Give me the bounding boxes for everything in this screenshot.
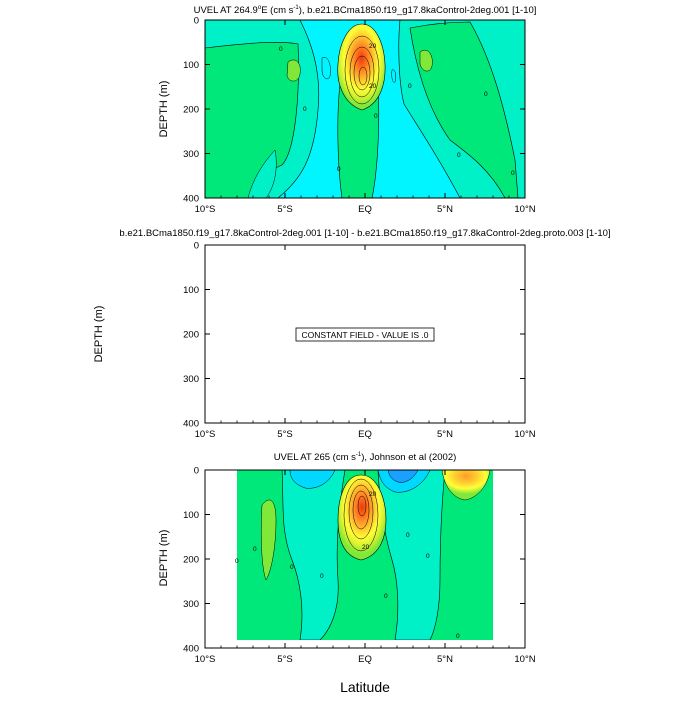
bottom-contour-label: 0	[384, 593, 388, 600]
bottom-contour-label: 20	[362, 544, 370, 551]
middle-x-tick-label: 5°S	[277, 429, 292, 440]
bottom-cyan-region-1	[281, 470, 346, 640]
bottom-core-ring-1	[343, 478, 379, 552]
middle-axes: 10°S 5°S EQ 5°N 10°N 0 100 200 300 400	[183, 241, 536, 441]
bottom-west-yellowgreen	[260, 499, 277, 581]
top-contour-labels: 0 20 20 0 0 0 0 0 0 0	[279, 43, 515, 177]
bottom-core-ring-3	[352, 490, 370, 530]
bottom-contour-label: 0	[320, 573, 324, 580]
top-east-yellowgreen	[419, 50, 433, 72]
top-x-tick-label: 5°N	[437, 204, 453, 215]
bottom-cyan-region-2	[377, 470, 446, 640]
bottom-y-tick-label: 400	[183, 644, 199, 655]
bottom-contour-label: 0	[426, 553, 430, 560]
bottom-y-tick-label: 300	[183, 599, 199, 610]
top-contour-label: 20	[369, 83, 377, 90]
bottom-surface-blue-1	[289, 470, 336, 489]
bottom-x-tick-label: 10°S	[195, 654, 216, 665]
top-east-green	[409, 21, 519, 198]
bottom-plot-frame-fill-right	[493, 470, 525, 648]
top-y-tick-label: 300	[183, 149, 199, 160]
middle-x-tick-label: 10°N	[514, 429, 535, 440]
top-contour-label: 0	[303, 106, 307, 113]
bottom-y-tick-label: 0	[194, 466, 199, 477]
bottom-contour-field	[237, 470, 493, 640]
bottom-contour-label: 20	[369, 491, 377, 498]
bottom-y-tick-label: 100	[183, 510, 199, 521]
bottom-contour-label: 0	[290, 564, 294, 571]
top-contour-label: 0	[511, 170, 515, 177]
top-contour-label: 0	[374, 113, 378, 120]
bottom-contour-label: 0	[235, 558, 239, 565]
x-axis-label: Latitude	[340, 679, 390, 695]
top-core-ring-4	[358, 66, 368, 86]
bottom-ylabel: DEPTH (m)	[158, 530, 170, 587]
top-x-tick-label: EQ	[358, 204, 372, 215]
bottom-east-yellowgreen-core	[441, 470, 491, 501]
middle-message-box	[295, 327, 435, 342]
top-core-ring-2	[349, 46, 375, 98]
top-core-ring-3	[353, 55, 371, 91]
top-west-turquoise-lobe	[247, 149, 277, 198]
middle-y-tick-label: 300	[183, 374, 199, 385]
top-x-tick-label: 10°S	[195, 204, 216, 215]
middle-y-tick-label: 0	[194, 241, 199, 252]
bottom-x-tick-label: EQ	[358, 654, 372, 665]
top-eq-east-cyan	[391, 69, 397, 83]
top-y-tick-label: 200	[183, 105, 199, 116]
bottom-x-tick-label: 5°S	[277, 654, 292, 665]
bottom-plot-frame-fill-left	[205, 470, 237, 648]
top-y-tick-label: 400	[183, 194, 199, 205]
top-eq-column	[337, 83, 380, 198]
middle-y-tick-label: 200	[183, 330, 199, 341]
bottom-contour-label: 0	[406, 532, 410, 539]
top-title: UVEL AT 264.9oE (cm s-1), b.e21.BCma1850…	[194, 5, 537, 16]
middle-message: CONSTANT FIELD - VALUE IS .0	[301, 330, 428, 340]
middle-y-tick-label: 400	[183, 419, 199, 430]
top-y-tick-label: 0	[194, 16, 199, 27]
bottom-x-tick-label: 10°N	[514, 654, 535, 665]
middle-ylabel: DEPTH (m)	[93, 306, 105, 363]
top-contour-label: 20	[369, 43, 377, 50]
bottom-contour-label: 0	[456, 633, 460, 640]
top-contour-label: 0	[457, 152, 461, 159]
top-core-ring-1	[344, 35, 380, 105]
top-west-yellowgreen	[286, 59, 301, 82]
bottom-x-tick-label: 5°N	[437, 654, 453, 665]
bottom-contour-labels: 20 20 0 0 0 0 0 0 0 0	[235, 491, 460, 640]
top-contour-label: 0	[337, 166, 341, 173]
bottom-core-ring-4	[357, 495, 367, 517]
middle-x-tick-label: 5°N	[437, 429, 453, 440]
middle-x-tick-label: EQ	[358, 429, 372, 440]
top-ylabel: DEPTH (m)	[158, 81, 170, 138]
top-contour-field	[205, 20, 525, 198]
bottom-title: UVEL AT 265 (cm s-1), Johnson et al (200…	[274, 452, 457, 463]
middle-x-tick-label: 10°S	[195, 429, 216, 440]
bottom-y-tick-label: 200	[183, 555, 199, 566]
middle-y-tick-label: 100	[183, 285, 199, 296]
top-x-tick-label: 5°S	[277, 204, 292, 215]
bottom-core-ring-2	[348, 484, 374, 540]
top-x-tick-label: 10°N	[514, 204, 535, 215]
top-eq-core	[337, 23, 386, 111]
top-contour-label: 0	[484, 91, 488, 98]
top-eq-west-cyan	[321, 56, 331, 80]
bottom-surface-deepblue	[387, 470, 419, 483]
top-y-tick-label: 100	[183, 60, 199, 71]
top-contour-label: 0	[408, 83, 412, 90]
bottom-contour-label: 0	[253, 546, 257, 553]
top-contour-label: 0	[279, 46, 283, 53]
middle-title: b.e21.BCma1850.f19_g17.8kaControl-2deg.0…	[119, 228, 610, 239]
